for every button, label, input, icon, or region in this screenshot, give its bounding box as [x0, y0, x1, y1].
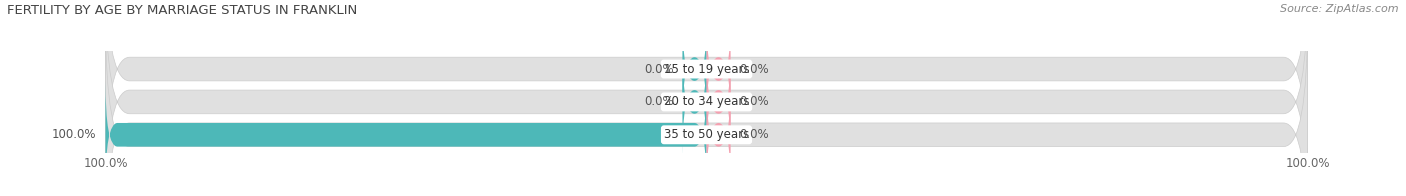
Text: 15 to 19 years: 15 to 19 years — [664, 63, 749, 75]
FancyBboxPatch shape — [105, 15, 1308, 196]
Text: 0.0%: 0.0% — [644, 63, 673, 75]
FancyBboxPatch shape — [105, 81, 707, 189]
Text: 35 to 50 years: 35 to 50 years — [664, 128, 749, 141]
Text: 20 to 34 years: 20 to 34 years — [664, 95, 749, 108]
Text: 100.0%: 100.0% — [52, 128, 97, 141]
FancyBboxPatch shape — [707, 81, 731, 189]
Text: FERTILITY BY AGE BY MARRIAGE STATUS IN FRANKLIN: FERTILITY BY AGE BY MARRIAGE STATUS IN F… — [7, 4, 357, 17]
Text: 0.0%: 0.0% — [644, 95, 673, 108]
FancyBboxPatch shape — [105, 0, 1308, 189]
Text: 0.0%: 0.0% — [740, 63, 769, 75]
Text: 0.0%: 0.0% — [740, 95, 769, 108]
Text: Source: ZipAtlas.com: Source: ZipAtlas.com — [1281, 4, 1399, 14]
FancyBboxPatch shape — [682, 15, 707, 123]
FancyBboxPatch shape — [707, 48, 731, 156]
FancyBboxPatch shape — [105, 0, 1308, 196]
FancyBboxPatch shape — [707, 15, 731, 123]
Text: 0.0%: 0.0% — [740, 128, 769, 141]
FancyBboxPatch shape — [682, 48, 707, 156]
